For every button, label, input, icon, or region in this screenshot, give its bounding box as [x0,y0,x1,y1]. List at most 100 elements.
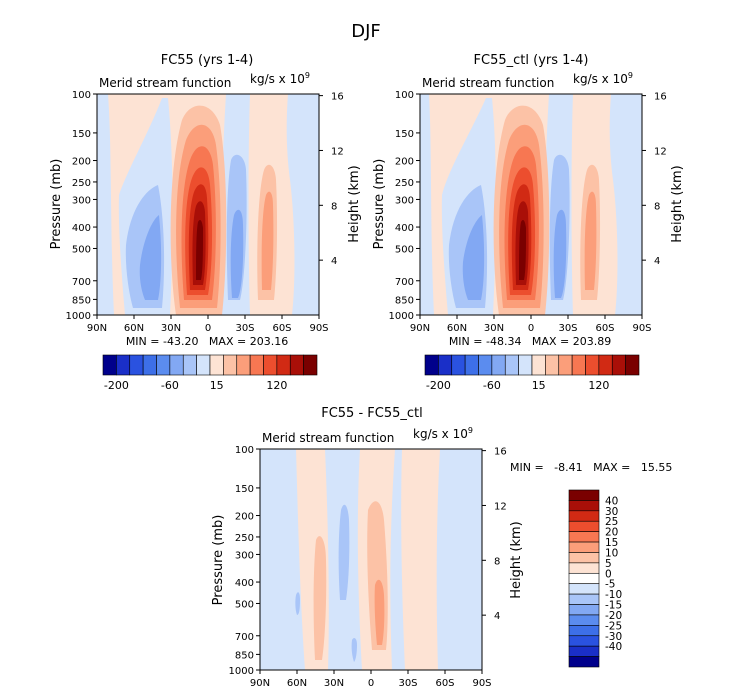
units-text: kg/s x 10 [413,427,468,441]
x-tick-label: 60N [124,323,144,334]
colorbar-swatch [289,354,304,376]
x-tick-label: 30N [324,678,344,689]
colorbar-label: -60 [161,379,179,392]
y-axis-label: Pressure (mb) [49,159,64,250]
colorbar-label: 15 [605,537,618,549]
x-tick-label: 60S [272,323,291,334]
panel-difference: FC55 - FC55_ctl Merid stream function kg… [211,406,672,689]
y-tick-label: 700 [235,632,254,643]
colorbar-swatch [568,572,600,585]
contour-neg-light [286,94,319,315]
colorbar-swatch [464,354,479,376]
y-tick-label: 700 [72,277,91,288]
contour-neg-2 [462,215,485,300]
colorbar-label: 25 [605,516,618,528]
y-tick-label: 150 [72,129,91,140]
colorbar-label: 15 [532,379,546,392]
y2-tick-label: 4 [494,611,500,622]
panel-fc55-ctl: FC55_ctl (yrs 1-4) Merid stream function… [372,53,685,392]
colorbar-swatch [568,614,600,626]
y-tick-label: 850 [72,295,91,306]
colorbar-swatch [249,354,264,376]
x-tick-label: 60N [447,323,467,334]
contour-pos-2 [584,191,597,290]
x-tick-label: 30S [235,323,254,334]
y-tick-label: 1000 [66,311,91,322]
colorbar-label: -20 [605,610,622,622]
y2-axis: 16 12 8 4 [642,92,667,267]
y-tick-label: 200 [235,512,254,523]
colorbar-label: 5 [605,558,612,570]
units-label: kg/s x 109 [573,71,633,86]
colorbar-swatch [424,354,439,376]
y-tick-label: 400 [395,223,414,234]
y2-tick-label: 16 [331,92,344,103]
colorbar-swatch [303,354,318,376]
y2-axis: 16 12 8 4 [482,447,507,622]
colorbar-swatch [504,354,519,376]
y-tick-label: 500 [395,244,414,255]
y-tick-label: 250 [395,178,414,189]
left-label: Merid stream function [262,431,394,445]
colorbar-label: -60 [483,379,501,392]
colorbar-label: 15 [210,379,224,392]
y-tick-label: 700 [395,277,414,288]
x-tick-label: 0 [528,323,534,334]
contour-neg-2 [139,215,162,300]
colorbar-label: 40 [605,495,618,507]
panel-title: FC55 (yrs 1-4) [161,53,254,68]
colorbar-swatch [568,510,600,522]
colorbar-label: -40 [605,641,622,653]
x-tick-label: 90S [632,323,651,334]
colorbar-swatch [568,645,600,657]
y2-axis-label: Height (km) [509,521,524,598]
colorbar-swatch [568,552,600,564]
x-tick-label: 30S [558,323,577,334]
x-tick-label: 30N [161,323,181,334]
colorbar-swatch [236,354,251,376]
y2-tick-label: 4 [331,256,337,267]
y-axis-label: Pressure (mb) [211,515,226,606]
y-axis: 100 150 200 250 300 400 500 700 850 1000 [389,90,420,322]
colorbar-swatch [142,354,157,376]
y-tick-label: 850 [235,650,254,661]
colorbar-swatch [571,354,586,376]
colorbar-swatch [568,489,600,501]
contour-pos-2 [261,191,274,290]
colorbar-label: -200 [104,379,129,392]
colorbar-swatch [568,500,600,512]
units-exponent: 9 [628,71,633,80]
y2-tick-label: 16 [654,92,667,103]
units-label: kg/s x 109 [413,426,473,441]
x-tick-label: 30N [484,323,504,334]
left-label: Merid stream function [99,76,231,90]
y2-tick-label: 16 [494,447,507,458]
colorbar-swatch [558,354,573,376]
colorbar-swatch [102,354,117,376]
colorbar-label: -25 [605,620,622,632]
contour-neg-1 [351,637,357,662]
stats-text: MIN = -48.34 MAX = 203.89 [449,335,611,348]
x-tick-label: 30S [398,678,417,689]
y2-axis: 16 12 8 4 [319,92,344,267]
y-tick-label: 400 [235,578,254,589]
contour-neg-light [420,94,434,315]
y2-axis-label: Height (km) [347,165,362,242]
y-axis: 100 150 200 250 300 400 500 700 850 1000 [229,445,260,677]
y-tick-label: 200 [395,157,414,168]
colorbar-swatch [156,354,171,376]
colorbar-label: -10 [605,589,622,601]
contour-neg-2 [553,209,567,298]
y-tick-label: 250 [235,533,254,544]
colorbar-swatch [209,354,224,376]
panel-title: FC55 - FC55_ctl [321,406,423,421]
colorbar-swatch [568,583,600,595]
colorbar-swatch [568,656,600,668]
y2-tick-label: 12 [331,146,344,157]
contour-neg-1 [338,504,350,600]
x-axis: 90N 60N 30N 0 30S 60S 90S [250,670,492,689]
y-tick-label: 250 [72,178,91,189]
colorbar-swatch [545,354,560,376]
contour-neg-2 [230,209,244,298]
